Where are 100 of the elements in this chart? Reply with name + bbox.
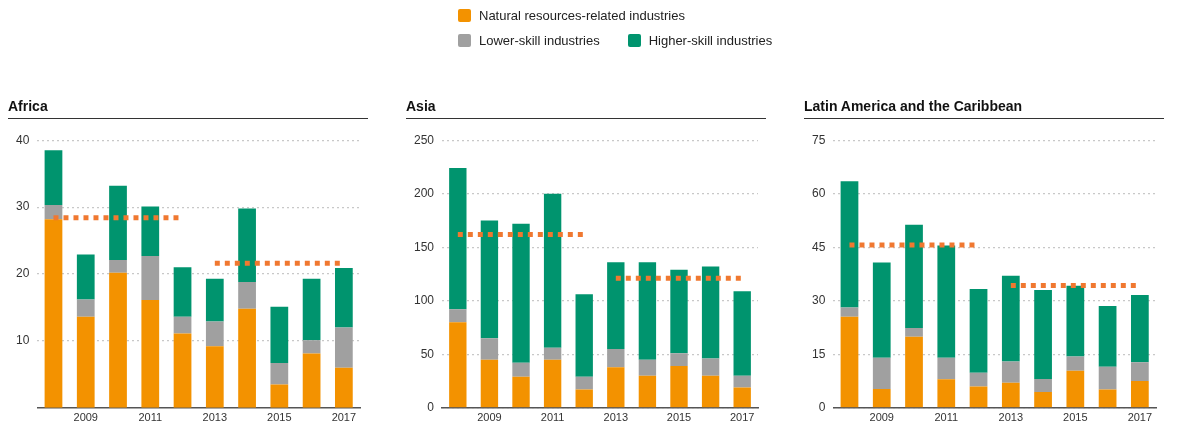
bar <box>44 219 63 408</box>
bar <box>905 224 923 328</box>
bar <box>575 376 593 390</box>
bar <box>1034 392 1052 408</box>
y-tick-label: 15 <box>811 346 826 361</box>
legend-label: Natural resources-related industries <box>479 8 685 23</box>
bar <box>334 327 353 368</box>
bar <box>109 272 127 408</box>
x-tick-label: 2011 <box>540 411 565 424</box>
chart-title: Africa <box>8 98 368 119</box>
bar <box>449 168 467 310</box>
bar <box>449 322 467 408</box>
bar <box>872 262 891 358</box>
bar <box>141 300 160 408</box>
bar <box>480 338 499 360</box>
bar <box>1098 306 1117 367</box>
bar <box>1034 290 1052 379</box>
bar <box>238 308 256 408</box>
bar <box>512 362 530 377</box>
x-tick-label: 2009 <box>73 411 98 424</box>
bar <box>638 359 657 376</box>
bar <box>701 266 720 359</box>
bar <box>76 316 95 408</box>
bar <box>205 278 224 322</box>
bar <box>969 288 988 373</box>
bar <box>1001 275 1020 362</box>
bar <box>872 388 891 408</box>
bar <box>1001 382 1020 408</box>
bar <box>449 309 467 323</box>
bar <box>701 375 720 408</box>
x-tick-label: 2015 <box>267 411 292 424</box>
y-tick-label: 10 <box>15 333 30 348</box>
chart-title: Asia <box>406 98 766 119</box>
x-tick-label: 2009 <box>477 411 502 424</box>
bar <box>173 316 192 334</box>
bar <box>670 366 688 408</box>
x-tick-label: 2013 <box>998 411 1024 424</box>
bar <box>141 255 160 301</box>
bar <box>302 340 321 354</box>
chart-title: Latin America and the Caribbean <box>804 98 1164 119</box>
x-tick-label: 2017 <box>1127 411 1153 424</box>
bar <box>238 282 256 309</box>
bar <box>512 223 530 363</box>
bar <box>76 254 95 300</box>
bar <box>270 384 289 408</box>
bar <box>969 386 988 408</box>
bar <box>76 299 95 317</box>
bar <box>905 327 923 337</box>
bar <box>543 359 562 408</box>
bar <box>1034 378 1052 393</box>
bar <box>638 375 657 408</box>
bar <box>44 150 63 206</box>
y-tick-label: 40 <box>15 132 30 147</box>
bar <box>205 321 224 347</box>
x-tick-label: 2015 <box>1063 411 1088 424</box>
y-tick-label: 250 <box>413 132 435 147</box>
bar <box>334 267 353 328</box>
bar <box>512 376 530 408</box>
bar <box>1098 366 1117 390</box>
bar <box>543 347 562 360</box>
y-tick-label: 50 <box>420 346 435 361</box>
bar <box>270 362 289 385</box>
bar <box>302 353 321 408</box>
x-tick-label: 2017 <box>331 411 357 424</box>
bar <box>1066 356 1085 371</box>
bar <box>575 389 593 408</box>
bar <box>607 262 625 349</box>
x-tick-label: 2015 <box>666 411 692 424</box>
bar <box>1001 361 1020 383</box>
bar <box>543 193 562 348</box>
bar <box>840 316 859 408</box>
y-tick-label: 0 <box>818 400 826 415</box>
bar <box>575 294 593 377</box>
bar <box>840 307 859 317</box>
bar <box>205 346 224 408</box>
bar <box>638 262 657 360</box>
y-tick-label: 200 <box>413 186 435 201</box>
x-tick-label: 2017 <box>729 411 755 424</box>
bar <box>733 375 751 388</box>
bar <box>1130 381 1149 408</box>
bar <box>302 278 321 341</box>
bar <box>480 359 499 408</box>
bar <box>969 372 988 387</box>
bar <box>173 333 192 408</box>
bar <box>905 336 923 408</box>
y-tick-label: 30 <box>811 293 826 308</box>
y-tick-label: 100 <box>413 293 435 308</box>
y-tick-label: 75 <box>811 132 826 147</box>
bar <box>937 379 956 408</box>
bar <box>1098 389 1117 408</box>
legend-label: Higher-skill industries <box>648 33 773 48</box>
bar <box>670 269 688 354</box>
bar <box>109 185 127 260</box>
bar <box>109 259 127 273</box>
legend-label: Lower-skill industries <box>479 33 600 48</box>
bar <box>840 181 859 308</box>
bar <box>937 245 956 358</box>
bar <box>607 367 625 408</box>
y-tick-label: 45 <box>811 239 826 254</box>
bar <box>1066 285 1085 357</box>
